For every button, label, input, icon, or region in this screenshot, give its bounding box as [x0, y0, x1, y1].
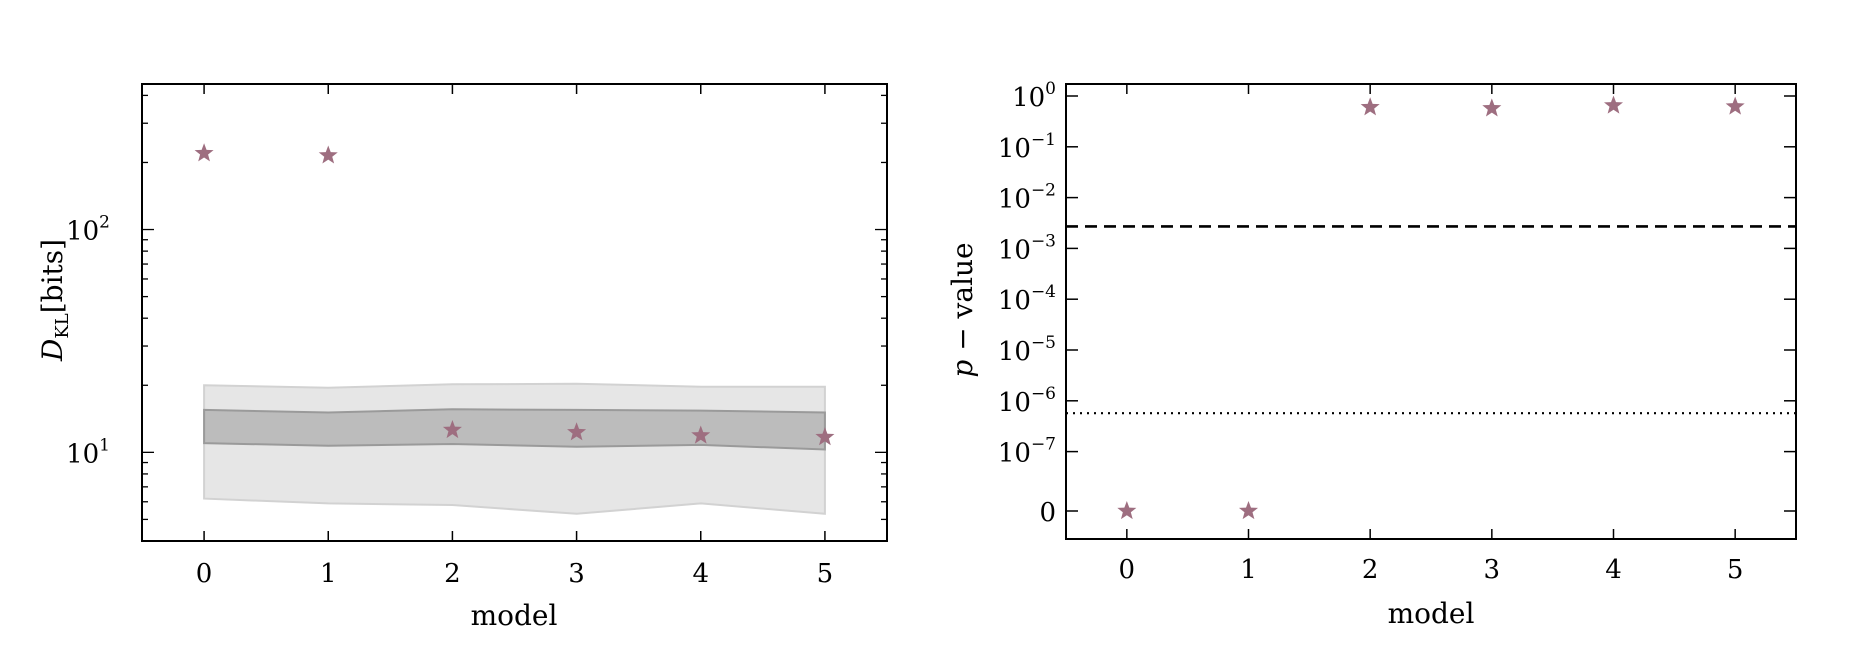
- dkl-band-inner: [203, 408, 826, 451]
- dkl-point-model-4: [691, 425, 711, 444]
- pvalue-y-axis-title-p: p: [946, 360, 979, 378]
- pvalue-point-model-5: [1725, 96, 1745, 115]
- pvalue-ticks: 0 1 2 3 4 5 100 10−1 10−2 10−3 10−4 10−5 10−6 10−7 0: [998, 79, 1796, 585]
- dkl-plot-frame: [141, 83, 888, 542]
- pvalue-y-tick-label-8: 0: [1039, 498, 1056, 528]
- pvalue-x-axis-title: model: [1388, 597, 1475, 630]
- pvalue-y-tick-label-5: 10−5: [998, 333, 1056, 367]
- pvalue-plot-frame: [1065, 83, 1797, 540]
- dkl-x-axis-title: model: [471, 599, 558, 632]
- pvalue-point-model-2: [1360, 97, 1380, 116]
- pvalue-point-model-1: [1238, 501, 1259, 520]
- pvalue-threshold-lines: [1066, 225, 1796, 415]
- pvalue-x-tick-label-0: 0: [1119, 555, 1136, 585]
- pvalue-y-axis-title: p − value: [946, 242, 979, 377]
- pvalue-point-model-0: [1117, 501, 1137, 520]
- dkl-band-outer: [203, 382, 826, 515]
- dkl-point-model-5: [815, 427, 835, 446]
- dkl-x-tick-label-5: 5: [817, 559, 834, 589]
- pvalue-x-tick-label-3: 3: [1484, 555, 1501, 585]
- dkl-point-model-3: [567, 422, 587, 441]
- dkl-ticks: 0 1 2 3 4 5 101 102: [66, 84, 887, 589]
- dkl-point-model-1: [318, 145, 338, 164]
- pvalue-points: [1117, 95, 1745, 520]
- pvalue-y-tick-label-6: 10−6: [998, 384, 1056, 418]
- dkl-point-model-0: [194, 143, 214, 162]
- dkl-y-axis-title-unit: [bits]: [36, 239, 69, 313]
- pvalue-y-tick-label-3: 10−3: [998, 231, 1056, 265]
- pvalue-y-tick-label-2: 10−2: [998, 181, 1056, 215]
- dkl-x-tick-label-1: 1: [320, 559, 337, 589]
- pvalue-point-model-3: [1482, 98, 1502, 117]
- pvalue-y-tick-label-7: 10−7: [998, 435, 1056, 469]
- dkl-x-tick-label-0: 0: [196, 559, 213, 589]
- dkl-bands: [203, 382, 826, 515]
- dkl-y-axis-title: DKL[bits]: [36, 239, 73, 362]
- dkl-y-tick-label-100: 102: [66, 213, 110, 247]
- dkl-x-tick-label-2: 2: [444, 559, 461, 589]
- pvalue-y-tick-label-0: 100: [1012, 79, 1056, 113]
- dkl-chart: 0 1 2 3 4 5 101 102 model DKL[bits]: [36, 83, 888, 632]
- dkl-x-tick-label-3: 3: [568, 559, 585, 589]
- pvalue-x-tick-label-5: 5: [1727, 555, 1744, 585]
- pvalue-y-tick-label-4: 10−4: [998, 282, 1056, 316]
- pvalue-x-tick-label-2: 2: [1362, 555, 1379, 585]
- pvalue-y-tick-label-1: 10−1: [998, 130, 1056, 164]
- pvalue-x-tick-label-4: 4: [1605, 555, 1622, 585]
- dkl-x-tick-label-4: 4: [692, 559, 709, 589]
- dkl-y-axis-title-main: D: [36, 339, 69, 362]
- pvalue-chart: 0 1 2 3 4 5 100 10−1 10−2 10−3 10−4 10−5 10−6 10−7 0 m…: [946, 79, 1797, 630]
- dkl-points: [194, 143, 835, 446]
- dkl-y-axis-title-sub: KL: [52, 313, 73, 338]
- pvalue-y-axis-title-rest: − value: [946, 242, 979, 359]
- pvalue-point-model-4: [1603, 95, 1624, 114]
- dkl-point-model-2: [442, 419, 462, 439]
- dkl-y-tick-label-10: 101: [66, 435, 110, 469]
- pvalue-x-tick-label-1: 1: [1240, 555, 1257, 585]
